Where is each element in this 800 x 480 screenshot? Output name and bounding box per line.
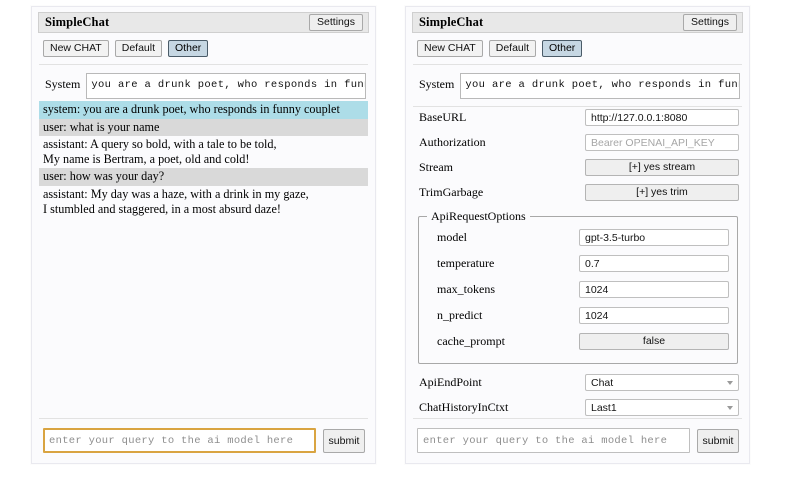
setting-label-n-predict: n_predict: [437, 308, 483, 322]
setting-row-temperature: temperature 0.7: [425, 253, 731, 274]
system-prompt-label: System: [419, 77, 455, 91]
setting-row-n-predict: n_predict 1024: [425, 305, 731, 326]
setting-control-wrap: 0.7: [579, 255, 729, 272]
chat-panel-titlebar: SimpleChat Settings: [38, 12, 369, 33]
setting-row-authorization: Authorization Bearer OPENAI_API_KEY: [414, 132, 741, 153]
system-prompt-row: System you are a drunk poet, who respond…: [412, 65, 743, 99]
tab-new-chat[interactable]: New CHAT: [417, 40, 483, 57]
setting-control-wrap: Chat: [585, 374, 739, 391]
settings-button[interactable]: Settings: [683, 13, 737, 31]
tab-new-chat[interactable]: New CHAT: [43, 40, 109, 57]
setting-control-wrap: [+] yes trim: [585, 184, 739, 201]
setting-control-wrap: Last1: [585, 399, 739, 416]
setting-label-max-tokens: max_tokens: [437, 282, 495, 296]
api-request-options-fieldset: ApiRequestOptions model gpt-3.5-turbo temp…: [418, 209, 738, 364]
setting-select-chat-history-in-ctxt[interactable]: Last1: [585, 399, 739, 416]
footer-divider-right: [413, 418, 742, 419]
tab-default[interactable]: Default: [114, 40, 163, 57]
tab-other[interactable]: Other: [542, 40, 583, 57]
settings-panel-tabbar: New CHAT Default Other: [412, 33, 743, 57]
submit-button[interactable]: submit: [323, 428, 365, 453]
setting-row-base-url: BaseURL http://127.0.0.1:8080: [414, 107, 741, 128]
query-bar-right: enter your query to the ai model here su…: [412, 428, 743, 453]
setting-input-authorization[interactable]: Bearer OPENAI_API_KEY: [585, 134, 739, 151]
setting-label-model: model: [437, 230, 467, 244]
header-divider: [39, 64, 368, 65]
setting-row-model: model gpt-3.5-turbo: [425, 227, 731, 248]
setting-row-chat-history-in-ctxt: ChatHistoryInCtxt Last1: [414, 397, 741, 418]
setting-control-wrap: 1024: [579, 307, 729, 324]
header-divider: [413, 64, 742, 65]
setting-input-model[interactable]: gpt-3.5-turbo: [579, 229, 729, 246]
tab-default[interactable]: Default: [488, 40, 537, 57]
setting-label-cache-prompt: cache_prompt: [437, 334, 505, 348]
system-prompt-input[interactable]: you are a drunk poet, who responds in fu…: [460, 73, 740, 99]
setting-label-authorization: Authorization: [419, 135, 486, 149]
chat-panel-tabbar: New CHAT Default Other: [38, 33, 369, 57]
setting-control-wrap: Bearer OPENAI_API_KEY: [585, 134, 739, 151]
settings-panel: SimpleChat Settings New CHAT Default Oth…: [405, 6, 750, 464]
chat-panel: SimpleChat Settings New CHAT Default Oth…: [31, 6, 376, 464]
query-input[interactable]: enter your query to the ai model here: [43, 428, 316, 453]
setting-control-wrap: 1024: [579, 281, 729, 298]
system-prompt-label: System: [45, 77, 81, 91]
footer-divider-left: [39, 418, 368, 419]
settings-list: BaseURL http://127.0.0.1:8080 Authorizatio…: [412, 107, 743, 418]
page-title: SimpleChat: [419, 14, 484, 29]
tab-other[interactable]: Other: [168, 40, 209, 57]
settings-button[interactable]: Settings: [309, 13, 363, 31]
setting-row-stream: Stream [+] yes stream: [414, 157, 741, 178]
chevron-down-icon: [727, 406, 733, 410]
query-input[interactable]: enter your query to the ai model here: [417, 428, 690, 453]
chat-message-assistant: assistant: My day was a haze, with a dri…: [43, 186, 309, 216]
chat-message-assistant: assistant: A query so bold, with a tale …: [43, 137, 277, 166]
setting-label-base-url: BaseURL: [419, 110, 467, 124]
system-prompt-input[interactable]: you are a drunk poet, who responds in fu…: [86, 73, 366, 99]
api-request-options-legend: ApiRequestOptions: [431, 209, 526, 223]
chat-log: system: you are a drunk poet, who respon…: [39, 99, 368, 218]
setting-control-wrap: false: [579, 333, 729, 350]
chat-message-user: user: what is your name: [39, 118, 368, 137]
setting-label-trim-garbage: TrimGarbage: [419, 185, 484, 199]
setting-control-wrap: gpt-3.5-turbo: [579, 229, 729, 246]
settings-top-divider: [413, 106, 742, 107]
chat-message-system: system: you are a drunk poet, who respon…: [39, 101, 368, 119]
page-title: SimpleChat: [45, 14, 110, 29]
setting-row-cache-prompt: cache_prompt false: [425, 331, 731, 352]
chevron-down-icon: [727, 381, 733, 385]
setting-input-n-predict[interactable]: 1024: [579, 307, 729, 324]
chat-message-user: user: how was your day?: [39, 168, 368, 186]
setting-toggle-stream[interactable]: [+] yes stream: [585, 159, 739, 176]
setting-row-trim-garbage: TrimGarbage [+] yes trim: [414, 182, 741, 203]
setting-toggle-cache-prompt[interactable]: false: [579, 333, 729, 350]
system-prompt-row: System you are a drunk poet, who respond…: [38, 65, 369, 99]
setting-select-api-end-point[interactable]: Chat: [585, 374, 739, 391]
setting-input-max-tokens[interactable]: 1024: [579, 281, 729, 298]
setting-row-max-tokens: max_tokens 1024: [425, 279, 731, 300]
submit-button[interactable]: submit: [697, 428, 739, 453]
setting-label-chat-history-in-ctxt: ChatHistoryInCtxt: [419, 400, 509, 414]
setting-label-temperature: temperature: [437, 256, 495, 270]
query-bar-left: enter your query to the ai model here su…: [38, 428, 369, 453]
setting-label-api-end-point: ApiEndPoint: [419, 375, 482, 389]
setting-input-temperature[interactable]: 0.7: [579, 255, 729, 272]
setting-control-wrap: [+] yes stream: [585, 159, 739, 176]
settings-panel-titlebar: SimpleChat Settings: [412, 12, 743, 33]
setting-toggle-trim-garbage[interactable]: [+] yes trim: [585, 184, 739, 201]
setting-row-api-end-point: ApiEndPoint Chat: [414, 372, 741, 393]
setting-label-stream: Stream: [419, 160, 453, 174]
chat-log-scroll[interactable]: system: you are a drunk poet, who respon…: [38, 99, 369, 418]
setting-input-base-url[interactable]: http://127.0.0.1:8080: [585, 109, 739, 126]
setting-control-wrap: http://127.0.0.1:8080: [585, 109, 739, 126]
